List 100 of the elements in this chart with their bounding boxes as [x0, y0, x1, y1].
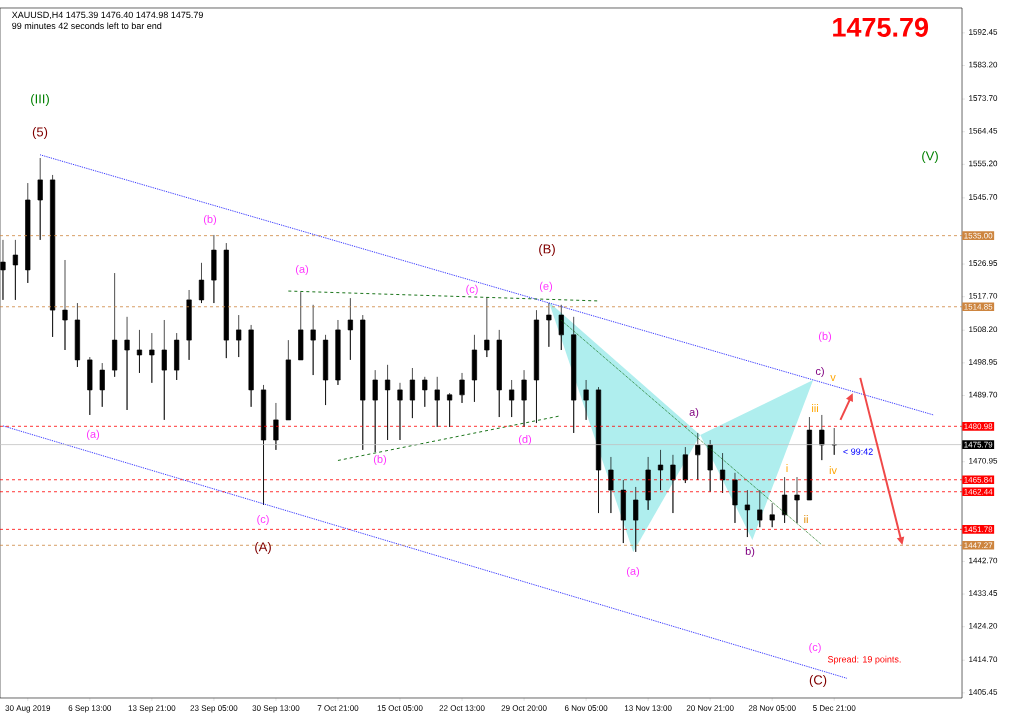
candlestick [347, 297, 353, 361]
x-tick-label: 6 Nov 05:00 [564, 705, 608, 711]
y-tick-label: 1470.95 [969, 457, 998, 464]
annotation: ii [804, 515, 808, 523]
x-tick-label: 20 Nov 21:00 [686, 705, 734, 711]
ref-line-label: 1462.44 [964, 488, 993, 495]
annotation: (a) [626, 566, 640, 578]
candlestick [595, 386, 602, 514]
candlestick [732, 472, 738, 524]
candlestick [484, 296, 490, 358]
x-tick-label: 13 Sep 21:00 [128, 705, 176, 713]
ref-line-label: 1447.27 [964, 542, 993, 549]
candlestick [422, 376, 428, 408]
annotation: i [786, 464, 788, 472]
annotation: (B) [539, 243, 555, 257]
candlestick [273, 402, 279, 451]
candlestick [50, 174, 56, 338]
candlestick [149, 332, 155, 384]
candlestick [620, 479, 626, 544]
candlestick [236, 314, 242, 358]
candlestick [819, 414, 825, 461]
x-tick-label: 22 Oct 13:00 [439, 705, 485, 711]
ref-line-label: 1480.98 [964, 423, 993, 430]
candlestick [248, 324, 254, 408]
candlestick [447, 392, 453, 428]
chart-title: XAUUSD,H4 1475.39 1476.40 1474.98 1475.79 [11, 11, 203, 20]
annotation: (c) [466, 284, 478, 296]
annotation: (e) [539, 281, 553, 293]
annotation: (A) [255, 541, 271, 555]
x-tick-label: 7 Oct 21:00 [317, 705, 359, 711]
annotation: < 99:42 [843, 448, 873, 455]
x-tick-label: 30 Aug 2019 [5, 705, 51, 713]
candlestick [397, 382, 403, 441]
candlestick [174, 332, 180, 381]
x-tick-label: 13 Nov 13:00 [624, 705, 672, 711]
candlestick [298, 291, 304, 361]
candlestick [657, 449, 664, 491]
candlestick [583, 379, 589, 421]
candlestick [285, 339, 291, 421]
candlestick [87, 356, 93, 416]
candlestick [37, 157, 43, 241]
candlestick [533, 309, 540, 424]
annotation: (b) [373, 454, 387, 466]
ref-line-label: 1535.00 [964, 232, 993, 239]
y-tick-label: 1573.70 [969, 95, 998, 101]
candlestick [223, 242, 229, 359]
candlestick [782, 476, 788, 524]
candlestick [310, 304, 316, 376]
y-tick-label: 1583.20 [969, 61, 998, 68]
candlestick [322, 334, 329, 406]
annotation: (c) [809, 642, 821, 654]
x-tick-label: 15 Oct 05:00 [377, 705, 423, 711]
x-tick-label: 30 Sep 13:00 [252, 705, 300, 713]
annotation: (d) [518, 434, 532, 446]
annotation: 1475.79 [833, 17, 929, 37]
y-tick-label: 1508.20 [969, 326, 998, 333]
candlestick [546, 302, 552, 348]
candlestick [719, 452, 726, 494]
y-tick-label: 1517.70 [969, 292, 998, 299]
candlestick [496, 329, 502, 418]
annotation: Spread: 19 points. [827, 655, 901, 665]
y-tick-label: 1405.45 [969, 689, 998, 695]
text: 99 minutes 42 seconds left to bar end [12, 22, 162, 30]
annotation: (b) [203, 214, 217, 226]
annotation: b) [745, 546, 755, 558]
candlestick [744, 489, 750, 538]
annotation: (b) [818, 331, 832, 343]
candlestick [707, 439, 713, 493]
candlestick [471, 334, 478, 403]
annotation: (5) [32, 126, 48, 140]
ref-line-label: 1514.85 [964, 303, 993, 310]
candlestick [161, 319, 167, 421]
annotation: (C) [809, 674, 827, 688]
y-tick-label: 1555.20 [969, 160, 998, 167]
y-tick-label: 1414.70 [969, 656, 998, 663]
ref-line-label: 1451.78 [964, 526, 993, 533]
annotation: (a) [295, 264, 309, 276]
annotation: (III) [31, 93, 49, 107]
candlestick [769, 502, 775, 528]
y-tick-label: 1592.45 [969, 29, 998, 35]
x-tick-label: 5 Dec 21:00 [812, 705, 856, 711]
y-tick-label: 1433.45 [969, 590, 998, 596]
candlestick [260, 384, 267, 506]
candlestick [558, 304, 564, 351]
candlestick [509, 379, 515, 418]
annotation: (V) [922, 150, 938, 164]
x-tick-label: 6 Sep 13:00 [68, 705, 112, 713]
candlestick [360, 314, 366, 451]
candlestick [670, 454, 676, 514]
candlestick [794, 476, 800, 524]
candlestick [136, 329, 143, 374]
candlestick [124, 316, 130, 411]
candlestick [186, 289, 192, 361]
y-tick-label: 1526.95 [969, 260, 998, 266]
annotation: a) [689, 407, 699, 419]
candlestick [695, 432, 701, 481]
candlestick [459, 372, 465, 404]
candlestick [434, 376, 440, 428]
annotation: c) [815, 366, 824, 378]
candlestick [757, 489, 763, 528]
